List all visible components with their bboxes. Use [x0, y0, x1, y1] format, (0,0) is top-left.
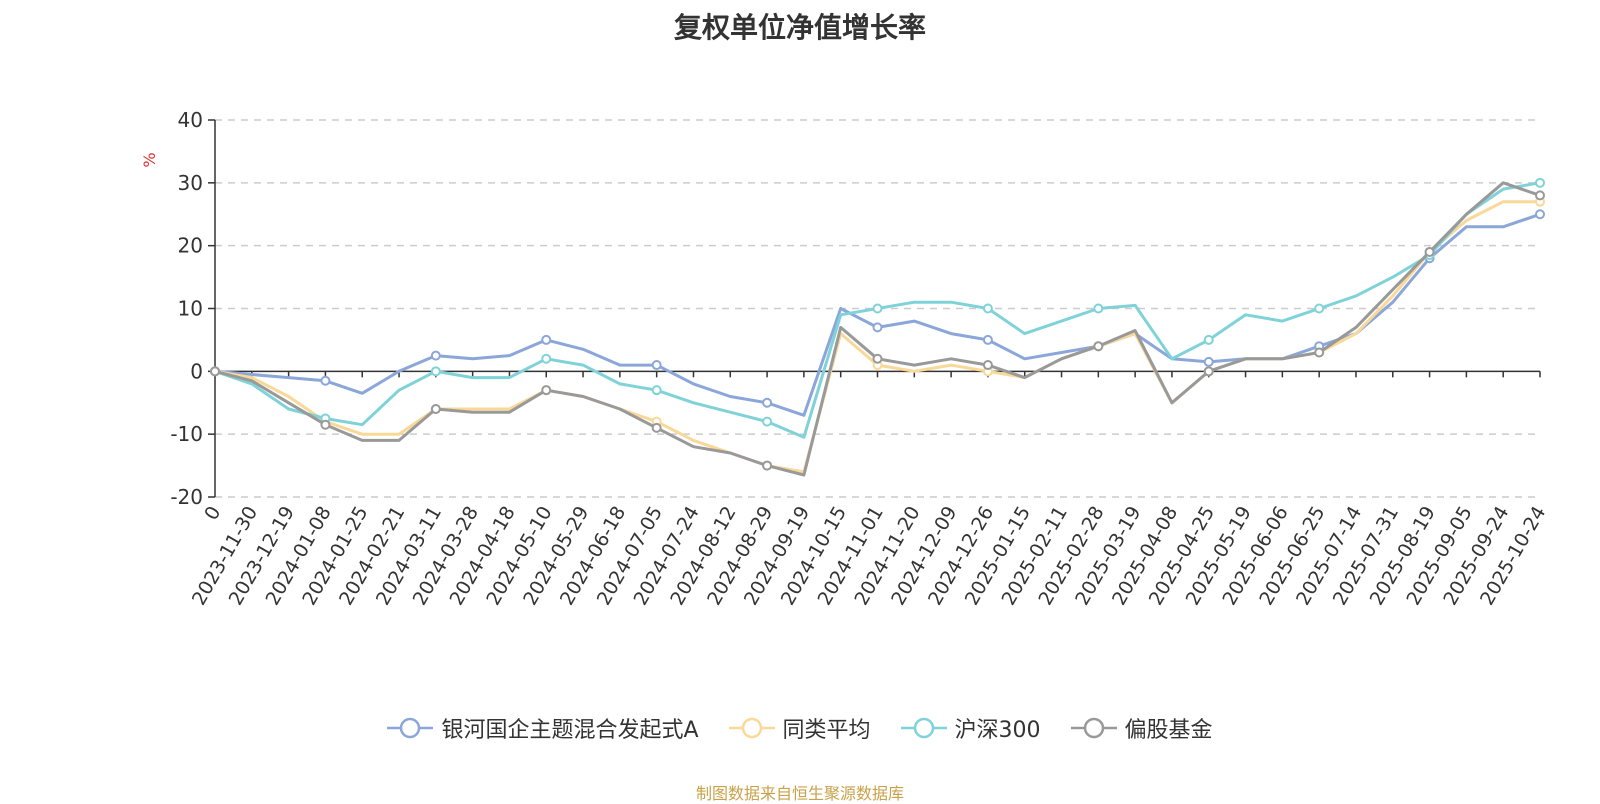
- legend-swatch: [387, 717, 434, 739]
- data-point: [1314, 303, 1325, 314]
- y-tick-label: 40: [178, 108, 203, 132]
- legend: 银河国企主题混合发起式A 同类平均 沪深300 偏股基金: [0, 712, 1600, 744]
- data-point: [430, 366, 441, 377]
- y-axis-label: %: [140, 152, 159, 167]
- data-point: [651, 422, 662, 433]
- y-tick-label: 30: [178, 171, 203, 195]
- data-point: [1203, 356, 1214, 367]
- chart-title: 复权单位净值增长率: [673, 11, 926, 44]
- legend-label: 银河国企主题混合发起式A: [441, 718, 699, 743]
- x-tick-label: 0: [200, 503, 225, 524]
- data-point: [651, 360, 662, 371]
- data-point: [1535, 177, 1545, 188]
- data-point: [762, 397, 773, 408]
- data-point: [320, 375, 331, 386]
- y-tick-label: 20: [178, 234, 203, 258]
- series-line-0: [214, 212, 1541, 417]
- data-point: [982, 360, 993, 371]
- data-point: [320, 419, 331, 430]
- data-point: [762, 460, 773, 471]
- data-point: [1093, 303, 1104, 314]
- legend-swatch: [1070, 717, 1117, 739]
- data-point: [541, 334, 552, 345]
- data-point: [1314, 347, 1325, 358]
- data-point: [1535, 190, 1545, 201]
- data-point: [1424, 246, 1435, 257]
- legend-item-1[interactable]: 同类平均: [728, 712, 871, 744]
- data-point: [1093, 341, 1104, 352]
- data-point: [541, 385, 552, 396]
- data-point: [1203, 334, 1214, 345]
- data-point: [651, 385, 662, 396]
- line-chart: -20-1001020304002023-11-302023-12-192024…: [140, 108, 1550, 609]
- data-point: [1535, 209, 1545, 220]
- legend-label: 沪深300: [954, 718, 1041, 743]
- source-note: 制图数据来自恒生聚源数据库: [695, 784, 904, 803]
- data-point: [210, 366, 220, 377]
- legend-swatch: [728, 717, 775, 739]
- data-point: [872, 303, 883, 314]
- data-point: [982, 303, 993, 314]
- data-point: [762, 416, 773, 427]
- data-point: [430, 404, 441, 415]
- series-lines: [210, 177, 1545, 477]
- data-point: [430, 350, 441, 361]
- y-tick-label: -20: [170, 485, 203, 509]
- legend-swatch: [900, 717, 947, 739]
- legend-item-2[interactable]: 沪深300: [900, 712, 1041, 744]
- y-tick-label: -10: [170, 422, 203, 446]
- data-point: [541, 353, 552, 364]
- y-tick-label: 0: [190, 359, 203, 383]
- data-point: [872, 322, 883, 333]
- y-tick-label: 10: [178, 297, 203, 321]
- legend-item-3[interactable]: 偏股基金: [1070, 712, 1213, 744]
- legend-item-0[interactable]: 银河国企主题混合发起式A: [387, 712, 699, 744]
- legend-label: 同类平均: [782, 718, 871, 743]
- data-point: [1203, 366, 1214, 377]
- data-point: [872, 353, 883, 364]
- data-point: [982, 334, 993, 345]
- legend-label: 偏股基金: [1124, 718, 1213, 743]
